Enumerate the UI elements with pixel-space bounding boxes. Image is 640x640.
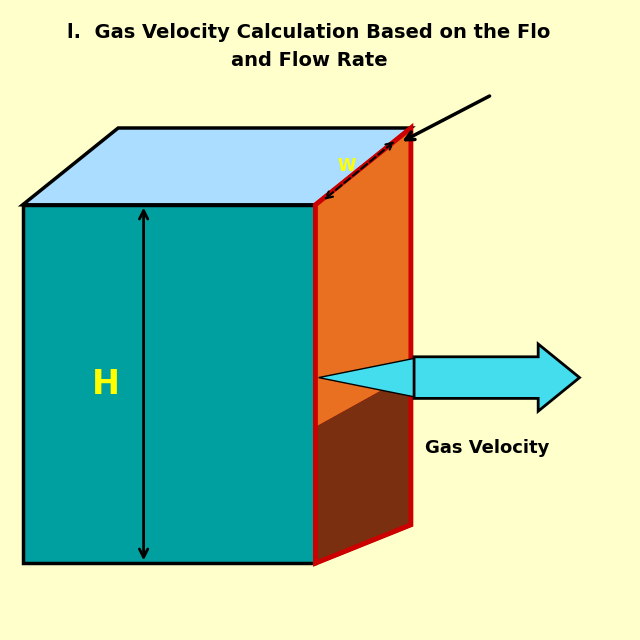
Text: Gas Velocity: Gas Velocity [425,439,550,457]
FancyArrow shape [414,344,580,412]
Polygon shape [319,358,414,397]
Polygon shape [316,128,411,427]
Polygon shape [22,128,411,205]
Polygon shape [316,128,411,563]
Text: H: H [92,367,120,401]
Text: and Flow Rate: and Flow Rate [231,51,387,70]
Polygon shape [316,374,411,563]
Text: W: W [337,157,356,175]
Polygon shape [22,205,316,563]
Text: l.  Gas Velocity Calculation Based on the Flo: l. Gas Velocity Calculation Based on the… [67,22,551,42]
